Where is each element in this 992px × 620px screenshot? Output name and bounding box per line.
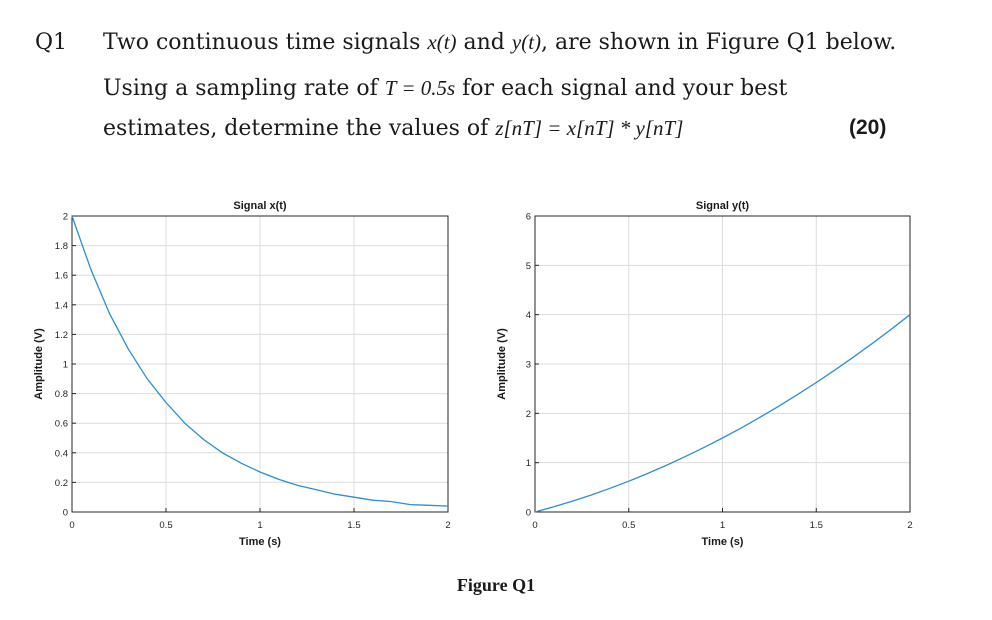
y-chart-xtick-label: 0.5 (622, 520, 635, 531)
x-chart-xtick-label: 1.5 (347, 520, 360, 531)
y-chart-ytick-label: 0 (526, 508, 531, 519)
x-chart-xtick-label: 0 (69, 520, 74, 531)
question-text: Using a sampling rate of (103, 76, 385, 101)
x-chart-xtick-label: 1 (257, 520, 262, 531)
question-text: for each signal and your best (455, 76, 788, 101)
x-chart-xlabel: Time (s) (239, 536, 281, 548)
convolution-expression: z[nT] = x[nT] * y[nT] (495, 116, 684, 140)
x-chart-xtick-label: 2 (445, 520, 450, 531)
x-chart-ytick-label: 1.4 (55, 300, 68, 311)
x-chart-ytick-label: 0.8 (55, 389, 68, 400)
x-chart-ytick-label: 1.6 (55, 271, 68, 282)
question-text: , are shown in Figure Q1 below. (541, 30, 897, 55)
signal-y-symbol: y(t) (511, 30, 542, 54)
y-chart-ytick-label: 6 (526, 212, 531, 223)
y-chart-title: Signal y(t) (696, 200, 750, 212)
x-chart-ylabel: Amplitude (V) (33, 328, 45, 400)
x-chart: 0 0.5 1 1.5 2 0 0.2 0.4 0.6 0.8 1 1.2 1.4 1.6 1.8 2 Sign… (33, 200, 451, 548)
x-chart-ytick-label: 0 (63, 508, 68, 519)
question-number: Q1 (35, 30, 68, 55)
question-line-2: Using a sampling rate of T = 0.5s for ea… (103, 76, 787, 101)
question-text: estimates, determine the values of (103, 116, 496, 141)
y-chart-xtick-label: 0 (532, 520, 537, 531)
marks-badge: (20) (849, 116, 887, 139)
x-chart-ytick-label: 1.2 (55, 330, 68, 341)
question-text: and (456, 30, 512, 55)
y-chart-series-line (534, 314, 911, 513)
question-text: Two continuous time signals (103, 30, 428, 55)
y-chart-xtick-label: 1.5 (810, 520, 823, 531)
figure-caption: Figure Q1 (456, 575, 536, 595)
y-chart-xtick-label: 1 (720, 520, 725, 531)
x-chart-title: Signal x(t) (233, 200, 287, 212)
x-chart-ytick-label: 0.4 (55, 448, 68, 459)
x-chart-ytick-label: 0.2 (55, 478, 68, 489)
sampling-period-expression: T = 0.5s (384, 76, 456, 100)
y-chart-ytick-label: 5 (526, 261, 531, 272)
y-chart-ytick-label: 4 (526, 310, 531, 321)
y-chart: 0 0.5 1 1.5 2 0 1 2 3 4 5 6 Signal y(t) Time (s) Ampli… (496, 200, 913, 548)
y-chart-ytick-label: 1 (526, 458, 531, 469)
y-chart-ylabel: Amplitude (V) (496, 328, 508, 400)
y-chart-xlabel: Time (s) (702, 536, 744, 548)
x-chart-ytick-label: 2 (63, 212, 68, 223)
x-chart-xtick-label: 0.5 (159, 520, 172, 531)
x-chart-ytick-label: 1.8 (55, 241, 68, 252)
x-chart-ytick-label: 1 (63, 360, 68, 371)
y-chart-ytick-label: 2 (526, 409, 531, 420)
signal-x-symbol: x(t) (427, 30, 457, 54)
x-chart-series-line (71, 215, 449, 507)
question-line-3: estimates, determine the values of z[nT]… (103, 116, 683, 141)
question-line-1: Two continuous time signals x(t) and y(t… (103, 30, 896, 55)
y-chart-ytick-label: 3 (526, 360, 531, 371)
y-chart-xtick-label: 2 (907, 520, 912, 531)
x-chart-ytick-label: 0.6 (55, 419, 68, 430)
